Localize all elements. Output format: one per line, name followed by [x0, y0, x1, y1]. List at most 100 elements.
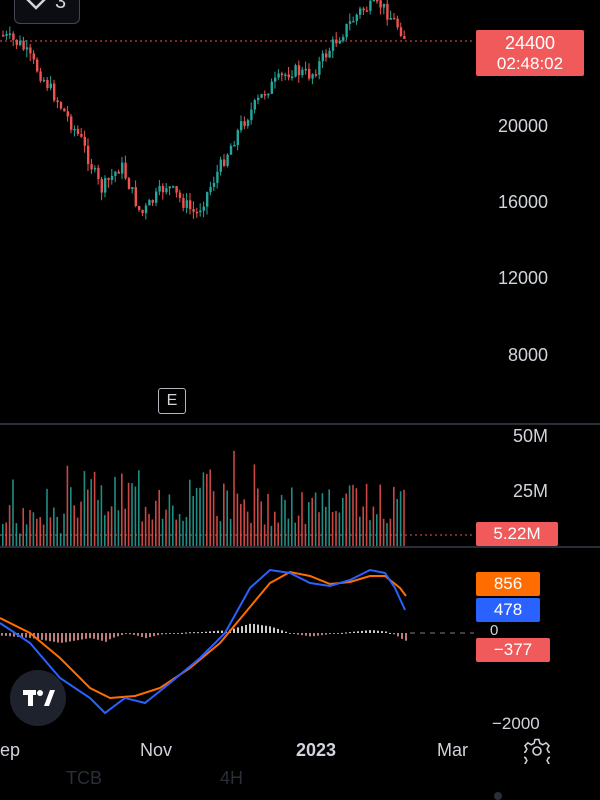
candle-body — [144, 205, 148, 214]
volume-bar — [386, 523, 388, 546]
histogram-bar — [21, 633, 23, 638]
histogram-bar — [389, 632, 391, 634]
candle-body — [219, 159, 222, 172]
macd-line — [0, 568, 406, 715]
pane-divider[interactable] — [0, 546, 600, 548]
candle-body — [253, 100, 256, 110]
pane-divider[interactable] — [0, 423, 600, 425]
volume-bar — [127, 482, 130, 546]
histogram-bar — [377, 630, 379, 633]
volume-bar — [240, 504, 242, 546]
candle-body — [199, 210, 202, 213]
candle-body — [359, 8, 362, 15]
histogram-bar — [45, 633, 47, 641]
candle-body — [138, 206, 141, 210]
volume-bar — [53, 507, 55, 546]
last-price-tag: 24400 02:48:02 — [476, 30, 584, 76]
histogram-bar — [41, 633, 43, 640]
volume-bar — [304, 523, 307, 546]
volume-bar — [29, 509, 31, 546]
histogram-bar — [189, 632, 191, 634]
histogram-bar — [117, 633, 119, 637]
candle-body — [321, 53, 324, 62]
volume-bar — [314, 492, 317, 546]
volume-bar — [100, 485, 103, 546]
candle-body — [277, 73, 280, 78]
volume-chart[interactable] — [0, 425, 600, 546]
gear-icon[interactable] — [524, 738, 550, 764]
histogram-bar — [269, 626, 271, 633]
earnings-marker[interactable]: E — [158, 388, 186, 414]
volume-bar — [8, 505, 11, 546]
histogram-bar — [321, 633, 323, 636]
macd-chart[interactable] — [0, 548, 600, 730]
histogram-bar — [157, 633, 159, 636]
candle-body — [178, 192, 182, 198]
volume-bar — [15, 523, 18, 546]
histogram-bar — [221, 630, 223, 633]
volume-bar — [212, 491, 215, 546]
candle-body — [93, 167, 97, 170]
volume-bar — [39, 517, 41, 546]
volume-bar — [138, 470, 140, 546]
histogram-bar — [173, 633, 175, 634]
candle-body — [297, 65, 301, 76]
volume-bar — [342, 497, 344, 546]
histogram-bar — [201, 632, 203, 634]
candle-body — [301, 69, 304, 76]
candle-body — [318, 61, 321, 75]
candle-body — [49, 83, 52, 89]
volume-bar — [369, 520, 371, 546]
histogram-bar — [293, 633, 295, 634]
volume-bar — [175, 519, 177, 546]
signal-value-tag: 856 — [476, 572, 540, 596]
histogram-bar — [129, 633, 131, 635]
histogram-bar — [401, 633, 403, 639]
volume-bar — [257, 488, 259, 546]
candle-body — [175, 186, 178, 193]
candle-body — [216, 171, 219, 183]
candle-body — [287, 74, 290, 78]
candle-body — [76, 128, 80, 134]
volume-bar — [219, 521, 222, 546]
interval-label[interactable]: 4H — [220, 768, 244, 788]
price-chart[interactable] — [0, 0, 600, 420]
volume-bar — [182, 520, 184, 546]
candle-body — [389, 17, 392, 20]
candle-body — [263, 94, 267, 96]
histogram-bar — [405, 633, 407, 641]
histogram-bar — [337, 633, 339, 634]
volume-bar — [172, 505, 174, 546]
candle-body — [2, 35, 5, 37]
candle-body — [195, 211, 199, 214]
layers-count: 3 — [55, 0, 67, 13]
volume-bar — [382, 518, 385, 546]
volume-bar — [260, 501, 262, 546]
histogram-bar — [37, 633, 39, 640]
volume-bar — [335, 510, 337, 546]
volume-bar — [348, 485, 351, 546]
layers-toggle-button[interactable]: 3 — [14, 0, 80, 24]
histogram-bar — [345, 632, 347, 634]
candle-body — [141, 209, 144, 214]
candle-body — [382, 3, 386, 8]
histogram-bar — [309, 633, 311, 637]
candle-body — [168, 186, 171, 189]
histogram-bar — [185, 632, 187, 634]
candle-body — [311, 74, 314, 79]
symbol-label[interactable]: TCB — [66, 768, 102, 788]
volume-bar — [124, 508, 126, 546]
histogram-bar — [165, 633, 167, 635]
histogram-bar — [125, 633, 127, 634]
volume-bar — [185, 516, 188, 546]
histogram-bar — [9, 633, 11, 637]
volume-tick-25m: 25M — [512, 481, 548, 501]
candle-body — [250, 109, 253, 121]
candle-body — [63, 108, 66, 112]
volume-bar — [117, 510, 120, 546]
volume-bar — [158, 489, 160, 546]
tradingview-logo[interactable] — [10, 670, 66, 726]
candle-body — [127, 178, 131, 190]
histogram-bar — [161, 633, 163, 635]
volume-bar — [25, 524, 28, 546]
